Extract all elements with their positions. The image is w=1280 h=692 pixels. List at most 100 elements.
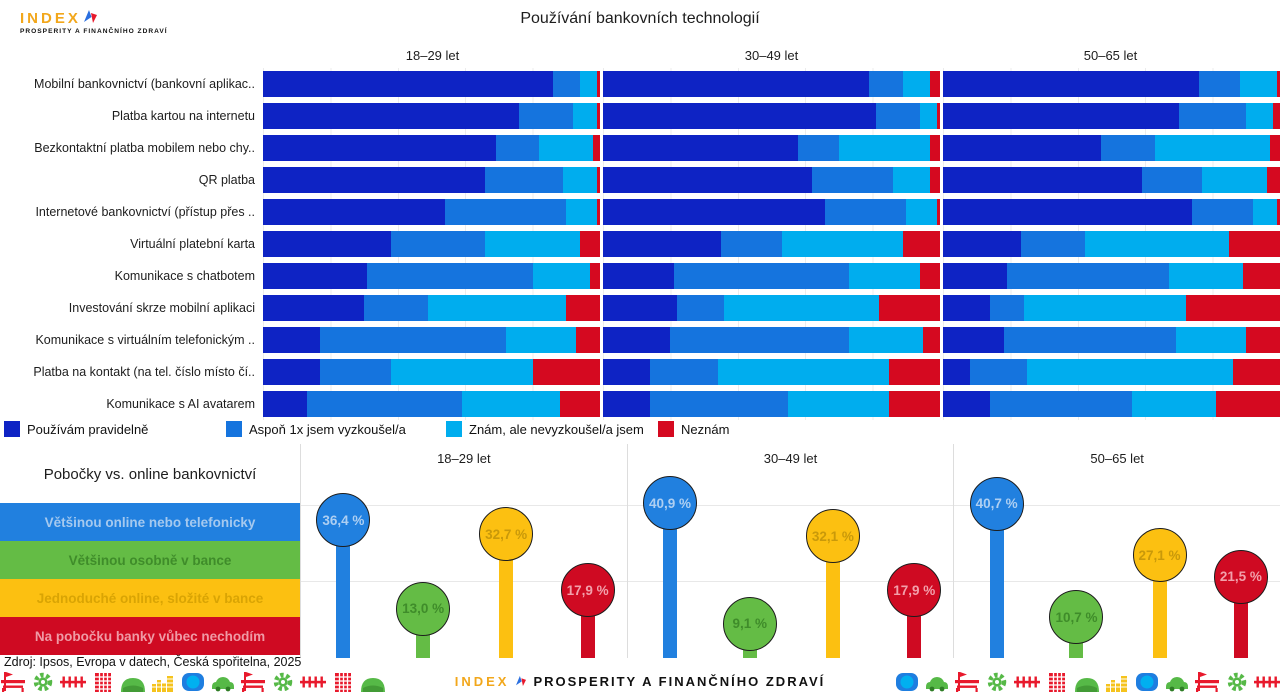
bar-segment [462,391,560,417]
bar-segment [603,167,812,193]
stacked-bar [263,167,600,193]
stacked-bar [943,295,1280,321]
bar-segment [930,71,940,97]
bar-segment [553,71,580,97]
bench-flag-icon [0,672,26,692]
bar-segment [263,359,320,385]
category-block: Většinou online nebo telefonicky [0,503,300,541]
bar-segment [391,231,485,257]
lollipop-circle: 21,5 % [1214,550,1268,604]
legend-label: Znám, ale nevyzkoušel/a jsem [469,422,644,437]
bar-segment [1132,391,1216,417]
legend-label: Aspoň 1x jsem vyzkoušel/a [249,422,406,437]
gear-icon [1224,672,1250,692]
bar-segment [1085,231,1230,257]
building-icon [1044,672,1070,692]
bar-segment [597,199,600,225]
stacked-bar [263,359,600,385]
lollipop-value-label: 32,7 % [485,527,527,542]
bar-segment [1273,103,1280,129]
coins-icon [1104,672,1130,692]
bar-segment [990,295,1024,321]
bar-segment [788,391,889,417]
coins-icon [150,672,176,692]
lollipop-value-label: 32,1 % [812,529,854,544]
stacked-bar [263,263,600,289]
bar-segment [1169,263,1243,289]
lollipop-circle: 10,7 % [1049,590,1103,644]
top-chart-age-headers: 18–29 let 30–49 let 50–65 let [263,48,1280,63]
bar-segment [943,135,1101,161]
bar-segment [1243,263,1280,289]
bottom-chart-categories-panel: Pobočky vs. online bankovnictví Většinou… [0,444,300,658]
chart-row: Investování skrze mobilní aplikaci [0,292,1280,324]
bar-segment [603,71,869,97]
row-label: Virtuální platební karta [0,237,263,251]
row-bars [263,263,1280,289]
stacked-bar [263,391,600,417]
bar-segment [893,167,930,193]
stacked-bar [943,103,1280,129]
bar-segment [539,135,593,161]
row-bars [263,295,1280,321]
stacked-bar [603,199,940,225]
bar-segment [1277,199,1280,225]
chart-row: Platba na kontakt (na tel. číslo místo č… [0,356,1280,388]
stacked-bar [603,295,940,321]
bar-segment [721,231,782,257]
chart-row: Komunikace s AI avatarem [0,388,1280,420]
bar-segment [533,359,600,385]
stacked-bar [263,327,600,353]
category-block: Na pobočku banky vůbec nechodím [0,617,300,655]
legend-label: Neznám [681,422,729,437]
bar-segment [320,359,391,385]
bar-segment [849,263,920,289]
bar-segment [876,103,920,129]
bar-segment [603,327,670,353]
bar-segment [263,263,367,289]
chart-row: Bezkontaktní platba mobilem nebo chy.. [0,132,1280,164]
crosses-icon [60,672,86,692]
bar-segment [263,327,320,353]
row-bars [263,359,1280,385]
category-block: Většinou osobně v bance [0,541,300,579]
bar-segment [889,391,940,417]
stacked-bar [943,71,1280,97]
logo-arrows-icon [515,676,527,686]
bar-segment [320,327,505,353]
bar-segment [920,263,940,289]
gear-icon [30,672,56,692]
bar-segment [593,135,600,161]
coin-icon [1134,672,1160,692]
stacked-bar [943,359,1280,385]
bar-segment [580,231,600,257]
bar-segment [903,71,930,97]
crosses-icon [300,672,326,692]
chart-row: Komunikace s virtuálním telefonickým .. [0,324,1280,356]
bar-segment [590,263,600,289]
lollipop-circle: 32,1 % [806,509,860,563]
bar-segment [1186,295,1280,321]
bar-segment [1253,199,1277,225]
bar-segment [1007,263,1169,289]
row-bars [263,199,1280,225]
bar-segment [496,135,540,161]
bar-segment [1199,71,1239,97]
coin-icon [180,672,206,692]
row-label: Komunikace s chatbotem [0,269,263,283]
top-chart-title: Používání bankovních technologií [0,10,1280,28]
footer-icons-right [839,672,1280,692]
bar-segment [930,167,940,193]
bar-segment [428,295,566,321]
lollipop-chart: 18–29 let36,4 %13,0 %32,7 %17,9 %30–49 l… [300,444,1280,658]
stacked-bar [263,199,600,225]
bar-segment [943,103,1179,129]
lollipop-circle: 36,4 % [316,493,370,547]
bar-segment [943,327,1004,353]
bar-segment [889,359,940,385]
bar-segment [943,71,1199,97]
stacked-bar [603,135,940,161]
chart-row: Mobilní bankovnictví (bankovní aplikac.. [0,68,1280,100]
bar-segment [1240,71,1277,97]
building-icon [90,672,116,692]
